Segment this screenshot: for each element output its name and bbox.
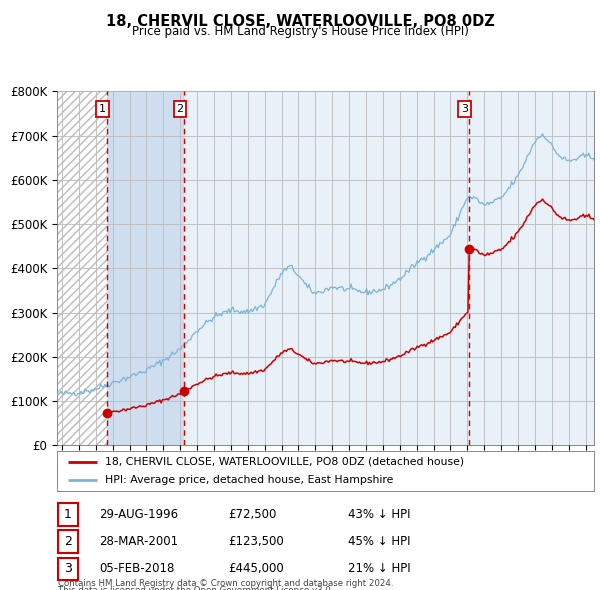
Bar	[107, 91, 184, 445]
Text: 18, CHERVIL CLOSE, WATERLOOVILLE, PO8 0DZ (detached house): 18, CHERVIL CLOSE, WATERLOOVILLE, PO8 0D…	[106, 457, 464, 467]
Text: 2: 2	[176, 104, 184, 114]
Text: This data is licensed under the Open Government Licence v3.0.: This data is licensed under the Open Gov…	[58, 586, 334, 590]
Text: 29-AUG-1996: 29-AUG-1996	[99, 508, 178, 521]
Text: 1: 1	[99, 104, 106, 114]
Text: 2: 2	[64, 535, 72, 548]
Text: 28-MAR-2001: 28-MAR-2001	[99, 535, 178, 548]
Bar	[57, 91, 107, 445]
Text: 3: 3	[64, 562, 72, 575]
Text: 05-FEB-2018: 05-FEB-2018	[99, 562, 175, 575]
Text: 45% ↓ HPI: 45% ↓ HPI	[348, 535, 410, 548]
Text: HPI: Average price, detached house, East Hampshire: HPI: Average price, detached house, East…	[106, 475, 394, 485]
Text: £72,500: £72,500	[228, 508, 277, 521]
Text: 43% ↓ HPI: 43% ↓ HPI	[348, 508, 410, 521]
Text: £123,500: £123,500	[228, 535, 284, 548]
Text: Price paid vs. HM Land Registry's House Price Index (HPI): Price paid vs. HM Land Registry's House …	[131, 25, 469, 38]
Text: 1: 1	[64, 508, 72, 521]
Text: 3: 3	[461, 104, 468, 114]
Text: Contains HM Land Registry data © Crown copyright and database right 2024.: Contains HM Land Registry data © Crown c…	[58, 579, 394, 588]
Text: 18, CHERVIL CLOSE, WATERLOOVILLE, PO8 0DZ: 18, CHERVIL CLOSE, WATERLOOVILLE, PO8 0D…	[106, 14, 494, 28]
Text: 21% ↓ HPI: 21% ↓ HPI	[348, 562, 410, 575]
Text: £445,000: £445,000	[228, 562, 284, 575]
